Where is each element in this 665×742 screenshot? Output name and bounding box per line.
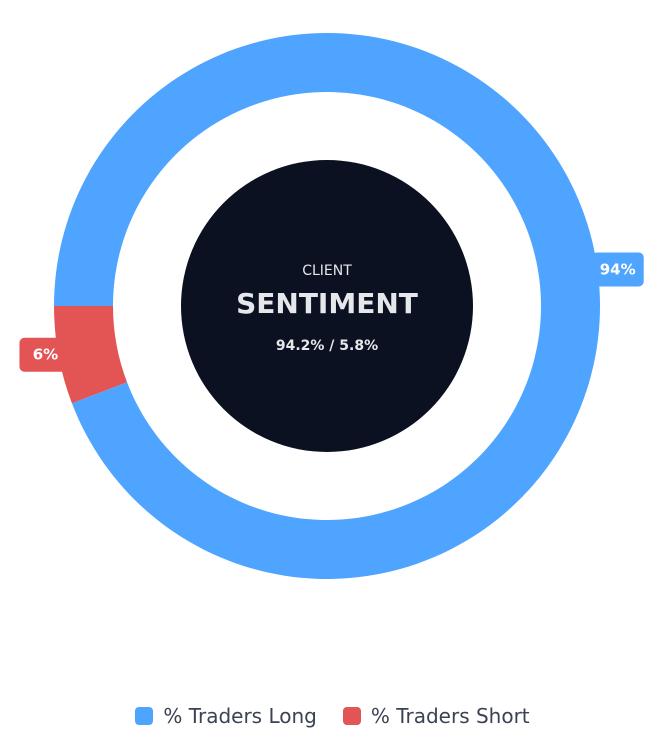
legend-label-long: % Traders Long [163,704,317,728]
legend-item-long[interactable]: % Traders Long [135,704,317,728]
legend-swatch-short [342,707,361,725]
data-label-traders-long: 94% [591,252,644,287]
data-label-text: 94% [600,260,636,278]
center-circle [181,160,473,452]
center-big-title: SENTIMENT [236,287,418,320]
center-small-title: CLIENT [302,263,352,279]
data-label-box [591,252,644,287]
center-ratio-text: 94.2% / 5.8% [276,338,378,354]
legend: % Traders Long % Traders Short [0,700,665,732]
slice-traders-short[interactable] [54,306,128,404]
legend-swatch-long [135,707,154,725]
data-labels: 94% 6% [19,252,644,372]
data-label-traders-short: 6% [19,337,72,372]
data-label-box [19,337,72,372]
legend-item-short[interactable]: % Traders Short [342,704,530,728]
data-label-text: 6% [33,346,58,364]
legend-label-short: % Traders Short [370,704,530,728]
sentiment-donut-chart: CLIENT SENTIMENT 94.2% / 5.8% 94% 6% [19,32,644,579]
